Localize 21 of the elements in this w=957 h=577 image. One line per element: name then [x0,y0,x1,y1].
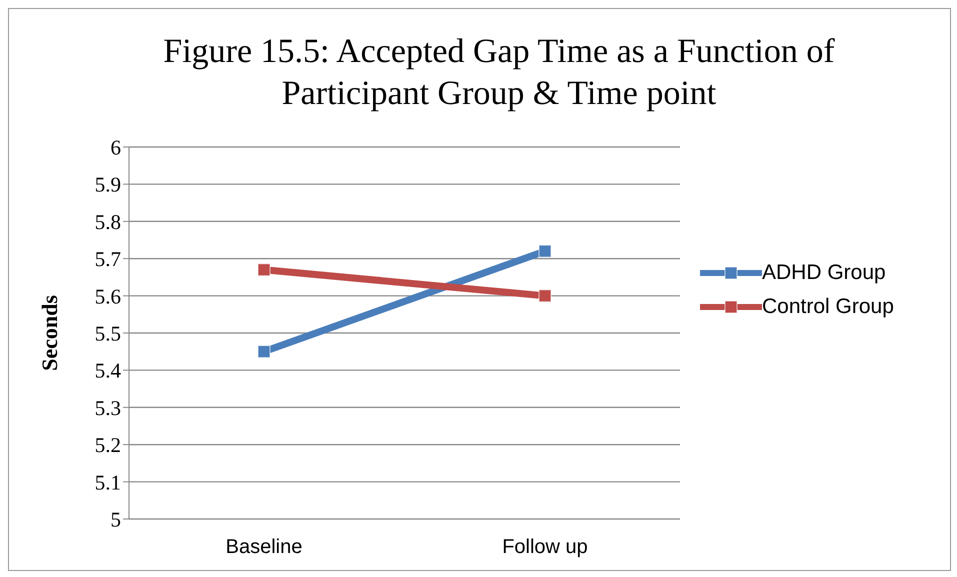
point [538,289,552,302]
y-tick-label: 5.8 [94,210,121,234]
y-tick-label: 5.7 [94,247,121,272]
x-tick-label: Baseline [226,536,302,558]
legend-label: Control Group [762,294,894,318]
y-tick-label: 5.6 [94,284,121,308]
y-axis-title: Seconds [36,294,62,371]
y-tick-label: 5.3 [94,396,121,420]
chart-title: Figure 15.5: Accepted Gap Time as a Function of Participant Group & Time point [162,32,836,114]
y-tick-label: 5.2 [94,433,121,458]
y-tick-label: 5.4 [94,358,122,383]
y-tick-label: 5.5 [94,321,121,346]
point [258,263,270,276]
legend-label: ADHD Group [762,260,886,284]
y-tick-label: 5 [110,507,121,532]
point [538,244,552,258]
y-tick-label: 5.1 [94,470,121,494]
y-tick-label: 5.9 [94,172,121,197]
y-tick-label: 6 [110,135,121,160]
point [258,345,270,358]
x-tick-label: Follow up [502,536,588,558]
